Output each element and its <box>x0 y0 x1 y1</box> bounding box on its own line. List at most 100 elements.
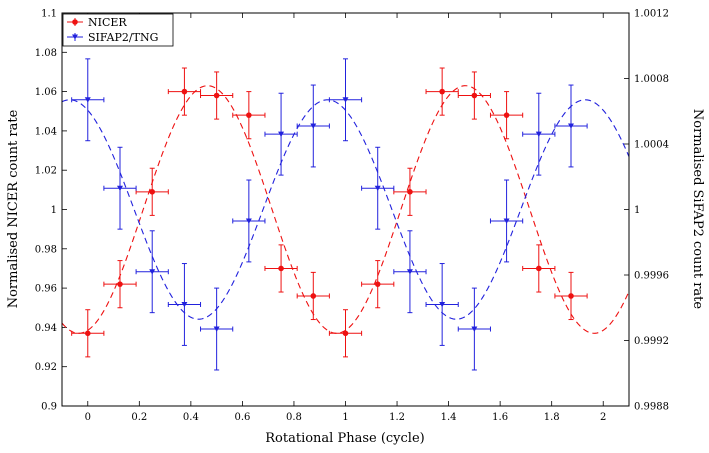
nicer-data-point <box>71 309 105 358</box>
point-marker <box>535 131 542 137</box>
y-left-tick-label: 1.04 <box>35 126 57 137</box>
point-marker <box>568 293 574 299</box>
x-tick-label: 0.6 <box>234 412 250 423</box>
point-marker <box>310 293 317 299</box>
legend-sifap-marker <box>72 34 78 40</box>
nicer-data-point <box>135 167 169 216</box>
point-marker <box>439 301 446 308</box>
sifap2-data-point <box>522 92 556 176</box>
nicer-data-point <box>264 244 298 293</box>
sifap2-data-point <box>554 84 588 168</box>
point-marker <box>342 97 349 103</box>
point-marker <box>503 112 510 118</box>
sifap2-data-point <box>296 84 330 168</box>
nicer-data-point <box>393 167 427 216</box>
point-marker <box>149 189 156 195</box>
sifap2-data-point <box>264 92 298 176</box>
y-left-tick-label: 0.98 <box>35 244 57 255</box>
y-left-tick-label: 0.9 <box>41 402 57 413</box>
sifap2-data-point <box>103 146 137 230</box>
x-tick-label: 1.6 <box>492 412 508 423</box>
nicer-data-point <box>554 271 588 321</box>
legend: NICER SIFAP2/TNG <box>62 13 174 47</box>
point-marker <box>213 326 220 332</box>
point-marker <box>116 185 123 192</box>
y-left-tick-label: 1.06 <box>35 87 57 98</box>
nicer-data-point <box>489 91 524 140</box>
y-left-tick-label: 0.92 <box>35 362 57 373</box>
sifap2-data-point <box>489 179 524 263</box>
point-marker <box>439 88 445 95</box>
sifap2-data-point <box>167 263 202 346</box>
plot-frame <box>61 12 630 407</box>
sifap2-data-point <box>71 58 105 142</box>
point-marker <box>84 97 91 103</box>
point-marker <box>278 265 284 272</box>
y-left-axis-title: Normalised NICER count rate <box>6 109 21 308</box>
point-marker <box>213 92 220 99</box>
point-marker <box>407 189 413 195</box>
point-marker <box>84 330 91 337</box>
sifap2-data-point <box>425 263 459 346</box>
point-marker <box>117 281 123 287</box>
x-tick-label: 0.2 <box>131 412 147 423</box>
point-marker <box>503 218 510 224</box>
point-marker <box>245 218 252 224</box>
y-right-tick-label: 1.0008 <box>634 74 669 85</box>
data-points <box>71 58 588 371</box>
x-tick-label: 1 <box>342 412 348 423</box>
point-marker <box>535 265 542 272</box>
y-left-tick-label: 1.02 <box>35 166 57 177</box>
point-marker <box>374 185 381 192</box>
x-tick-label: 1.8 <box>544 412 560 423</box>
point-marker <box>278 131 285 137</box>
y-right-tick-label: 0.9996 <box>634 271 669 282</box>
point-marker <box>471 92 478 99</box>
x-axis-title: Rotational Phase (cycle) <box>265 431 424 446</box>
x-tick-label: 0 <box>85 412 91 423</box>
legend-sifap-label: SIFAP2/TNG <box>88 31 158 44</box>
point-marker <box>246 112 252 118</box>
legend-nicer-label: NICER <box>88 16 127 29</box>
sifap2-data-point <box>457 287 491 371</box>
y-right-axis-title: Normalised SiFAP2 count rate <box>690 109 705 310</box>
nicer-data-point <box>167 67 202 116</box>
nicer-data-point <box>457 71 491 120</box>
x-tick-label: 0.4 <box>183 412 199 423</box>
point-marker <box>310 123 317 129</box>
sifap2-data-point <box>200 287 234 371</box>
y-right-tick-label: 0.9992 <box>634 336 669 347</box>
y-left-tick-label: 0.94 <box>35 323 57 334</box>
sifap2-data-point <box>361 146 395 230</box>
y-left-tick-label: 0.96 <box>35 284 57 295</box>
point-marker <box>342 330 349 337</box>
sifap2-data-point <box>328 58 363 142</box>
point-marker <box>406 269 413 275</box>
y-left-tick-label: 1.08 <box>35 48 57 59</box>
point-marker <box>149 269 156 275</box>
sifap2-data-point <box>232 179 266 263</box>
y-right-tick-label: 1 <box>634 205 640 216</box>
nicer-data-point <box>425 67 459 116</box>
y-right-tick-label: 1.0004 <box>634 140 669 151</box>
y-left-tick-label: 1.1 <box>41 9 57 20</box>
sifap2-data-point <box>393 230 427 314</box>
nicer-data-point <box>522 244 556 293</box>
nicer-data-point <box>200 71 234 120</box>
nicer-data-point <box>232 91 266 140</box>
nicer-data-point <box>361 260 395 309</box>
legend-nicer-marker <box>72 19 78 25</box>
y-left-tick-label: 1 <box>51 205 57 216</box>
x-tick-label: 1.2 <box>389 412 405 423</box>
point-marker <box>374 281 381 287</box>
point-marker <box>471 326 478 332</box>
y-right-tick-label: 1.0012 <box>634 9 669 20</box>
x-tick-label: 2 <box>600 412 606 423</box>
x-tick-label: 1.4 <box>441 412 457 423</box>
point-marker <box>568 123 575 129</box>
legend-box <box>62 13 174 47</box>
point-marker <box>181 301 188 308</box>
nicer-data-point <box>328 309 363 358</box>
point-marker <box>181 88 188 95</box>
